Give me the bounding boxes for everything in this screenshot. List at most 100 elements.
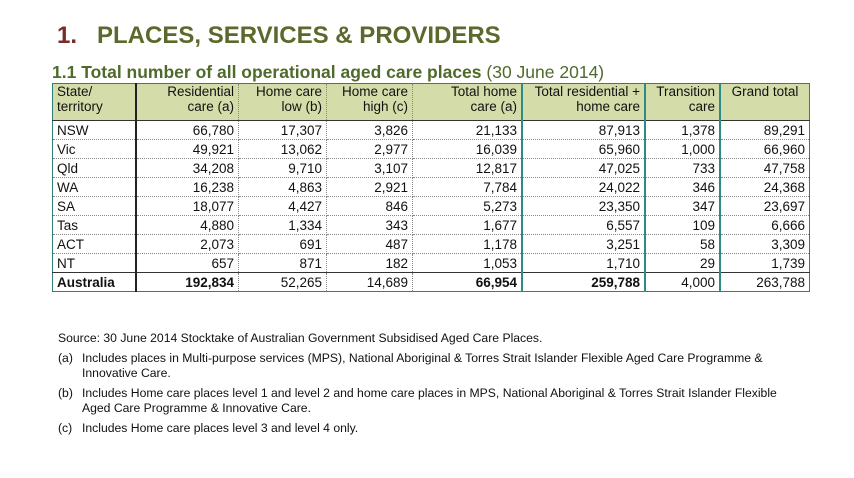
column-header: Residential care (a) xyxy=(135,83,239,121)
source-note: Source: 30 June 2014 Stocktake of Austra… xyxy=(58,331,543,345)
table-cell: 1,378 xyxy=(644,120,721,140)
header-line: care xyxy=(688,99,715,114)
table-cell: 3,107 xyxy=(326,158,413,178)
header-line: territory xyxy=(57,99,103,114)
table-cell: 52,265 xyxy=(238,272,327,292)
table-cell: 7,784 xyxy=(412,177,523,197)
notes: Source: 30 June 2014 Stocktake of Austra… xyxy=(58,331,798,441)
table-cell: 66,780 xyxy=(135,120,239,140)
table-cell: 192,834 xyxy=(135,272,239,292)
table-cell: 657 xyxy=(135,253,239,273)
header-line: Home care xyxy=(341,84,408,99)
column-header: State/territory xyxy=(52,83,137,121)
header-line: Home care xyxy=(255,84,322,99)
column-header: Grand total xyxy=(719,83,810,121)
header-line: care (a) xyxy=(470,99,517,114)
table-cell: 24,368 xyxy=(719,177,810,197)
table-cell: WA xyxy=(52,177,137,197)
header-line: Total residential + xyxy=(534,84,640,99)
column-header: Home care low (b) xyxy=(238,83,327,121)
header-line: high (c) xyxy=(362,99,408,114)
table-cell: 1,739 xyxy=(719,253,810,273)
table-row: ACT 2,073 691 487 1,178 3,251 58 3,309 xyxy=(52,234,810,254)
header-line: Residential xyxy=(167,84,234,99)
footnote-text: Includes Home care places level 3 and le… xyxy=(82,421,359,435)
footnote: (c) Includes Home care places level 3 and… xyxy=(58,421,798,436)
table-cell: 871 xyxy=(238,253,327,273)
header-line: low (b) xyxy=(281,99,322,114)
table-cell: 5,273 xyxy=(412,196,523,216)
header-line: home care xyxy=(576,99,640,114)
column-header: Total home care (a) xyxy=(412,83,523,121)
table-cell: 66,954 xyxy=(412,272,523,292)
table-cell: SA xyxy=(52,196,137,216)
table-cell: 347 xyxy=(644,196,721,216)
table-cell: 34,208 xyxy=(135,158,239,178)
table-cell: 1,334 xyxy=(238,215,327,235)
table-cell: 109 xyxy=(644,215,721,235)
column-header: Transition care xyxy=(644,83,721,121)
table-cell: 6,557 xyxy=(521,215,646,235)
footnote-label: (c) xyxy=(58,421,73,435)
column-header: Home care high (c) xyxy=(326,83,413,121)
table-cell: 29 xyxy=(644,253,721,273)
table-row: NT 657 871 182 1,053 1,710 29 1,739 xyxy=(52,253,810,273)
table-cell: 16,238 xyxy=(135,177,239,197)
table-row: SA 18,077 4,427 846 5,273 23,350 347 23,697 xyxy=(52,196,810,216)
table-row: Tas 4,880 1,334 343 1,677 6,557 109 6,666 xyxy=(52,215,810,235)
table-cell: 14,689 xyxy=(326,272,413,292)
table-cell: 9,710 xyxy=(238,158,327,178)
table-cell: 3,309 xyxy=(719,234,810,254)
table-cell: 2,073 xyxy=(135,234,239,254)
table-cell: 263,788 xyxy=(719,272,810,292)
footnote-label: (b) xyxy=(58,386,73,400)
footnote-label: (a) xyxy=(58,351,73,365)
table-row: Qld 34,208 9,710 3,107 12,817 47,025 733 47,758 xyxy=(52,158,810,178)
table-cell: 65,960 xyxy=(521,139,646,159)
footnote: (b) Includes Home care places level 1 and… xyxy=(58,386,798,416)
table-cell: 1,000 xyxy=(644,139,721,159)
table-cell: 846 xyxy=(326,196,413,216)
table-cell: Australia xyxy=(52,272,137,292)
table-cell: 17,307 xyxy=(238,120,327,140)
table-cell: 1,710 xyxy=(521,253,646,273)
table-cell: 16,039 xyxy=(412,139,523,159)
table-cell: 3,251 xyxy=(521,234,646,254)
table-cell: 733 xyxy=(644,158,721,178)
table-row: NSW 66,780 17,307 3,826 21,133 87,913 1,378 89,… xyxy=(52,120,810,140)
section-heading: 1. PLACES, SERVICES & PROVIDERS xyxy=(57,22,501,49)
table-cell: 4,000 xyxy=(644,272,721,292)
table-cell: 4,863 xyxy=(238,177,327,197)
header-line: care (a) xyxy=(187,99,234,114)
table-cell: 4,427 xyxy=(238,196,327,216)
column-header: Total residential + home care xyxy=(521,83,646,121)
table-cell: 87,913 xyxy=(521,120,646,140)
table-cell: 49,921 xyxy=(135,139,239,159)
table-cell: 21,133 xyxy=(412,120,523,140)
table-cell: 89,291 xyxy=(719,120,810,140)
table-cell: 2,921 xyxy=(326,177,413,197)
table-cell: 66,960 xyxy=(719,139,810,159)
table-cell: 1,677 xyxy=(412,215,523,235)
table-cell: 58 xyxy=(644,234,721,254)
header-line: Total home xyxy=(450,84,517,99)
table-cell: 23,350 xyxy=(521,196,646,216)
table-cell: 12,817 xyxy=(412,158,523,178)
table-cell: 343 xyxy=(326,215,413,235)
header-line: Transition xyxy=(656,84,715,99)
table-cell: 487 xyxy=(326,234,413,254)
table-cell: 47,025 xyxy=(521,158,646,178)
table-cell: NSW xyxy=(52,120,137,140)
table-cell: 691 xyxy=(238,234,327,254)
table-cell: 6,666 xyxy=(719,215,810,235)
table-cell: Vic xyxy=(52,139,137,159)
table-cell: 4,880 xyxy=(135,215,239,235)
table-cell: Qld xyxy=(52,158,137,178)
table-cell: 346 xyxy=(644,177,721,197)
table-cell: 259,788 xyxy=(521,272,646,292)
header-line: Grand total xyxy=(731,84,799,99)
footnote: (a) Includes places in Multi-purpose serv… xyxy=(58,351,798,381)
footnote-text: Includes Home care places level 1 and le… xyxy=(82,386,777,415)
table-cell: NT xyxy=(52,253,137,273)
aged-care-places-table: State/territory Residential care (a) Home c… xyxy=(52,83,810,292)
